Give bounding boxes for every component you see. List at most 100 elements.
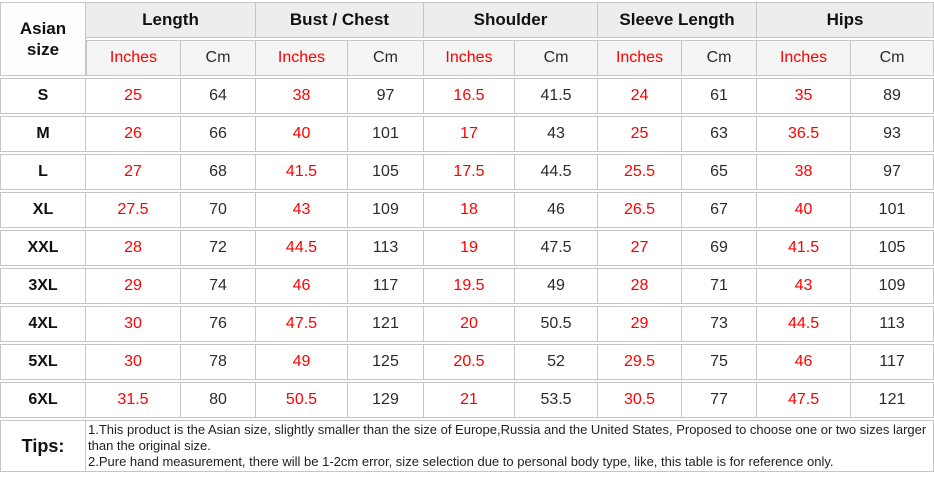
value-cell: 109 [348,192,424,228]
value-cell: 97 [348,78,424,114]
value-cell: 113 [348,230,424,266]
table-row: L 27 68 41.5 105 17.5 44.5 25.5 65 38 97 [0,154,934,190]
size-cell: L [0,154,86,190]
value-cell: 75 [682,344,758,380]
value-cell: 125 [348,344,424,380]
value-cell: 28 [598,268,683,304]
unit-header-cell: Inches [86,40,181,76]
unit-header-cell: Cm [348,40,424,76]
value-cell: 41.5 [256,154,348,190]
unit-header-cell: Inches [757,40,852,76]
value-cell: 61 [682,78,758,114]
value-cell: 74 [181,268,256,304]
value-cell: 46 [757,344,852,380]
value-cell: 46 [515,192,599,228]
value-cell: 67 [682,192,758,228]
column-group-hips: Hips [757,2,934,38]
table-row: XL 27.5 70 43 109 18 46 26.5 67 40 101 [0,192,934,228]
value-cell: 50.5 [515,306,599,342]
value-cell: 93 [851,116,934,152]
value-cell: 27.5 [86,192,181,228]
size-cell: 5XL [0,344,86,380]
size-rows: S 25 64 38 97 16.5 41.5 24 61 35 89 M 26 66 40 101 17 43 2… [0,78,934,418]
value-cell: 121 [348,306,424,342]
unit-header-cell: Cm [515,40,599,76]
value-cell: 19.5 [424,268,515,304]
value-cell: 70 [181,192,256,228]
unit-header-cell: Cm [851,40,934,76]
value-cell: 68 [181,154,256,190]
value-cell: 43 [757,268,852,304]
column-group-length: Length [86,2,256,38]
tips-label: Tips: [0,420,86,472]
value-cell: 50.5 [256,382,348,418]
value-cell: 29.5 [598,344,683,380]
table-row: 3XL 29 74 46 117 19.5 49 28 71 43 109 [0,268,934,304]
value-cell: 26.5 [598,192,683,228]
value-cell: 17.5 [424,154,515,190]
table-row: XXL 28 72 44.5 113 19 47.5 27 69 41.5 105 [0,230,934,266]
value-cell: 49 [515,268,599,304]
value-cell: 117 [348,268,424,304]
table-row: M 26 66 40 101 17 43 25 63 36.5 93 [0,116,934,152]
value-cell: 29 [86,268,181,304]
value-cell: 69 [682,230,758,266]
size-cell: XL [0,192,86,228]
value-cell: 20.5 [424,344,515,380]
size-cell: M [0,116,86,152]
group-header-row: Asian size Length Bust / Chest Shoulder … [0,2,934,76]
value-cell: 101 [851,192,934,228]
value-cell: 25 [598,116,683,152]
value-cell: 121 [851,382,934,418]
tips-text: 1.This product is the Asian size, slight… [86,420,934,472]
value-cell: 46 [256,268,348,304]
value-cell: 27 [86,154,181,190]
value-cell: 72 [181,230,256,266]
table-row: 5XL 30 78 49 125 20.5 52 29.5 75 46 117 [0,344,934,380]
value-cell: 40 [256,116,348,152]
value-cell: 43 [515,116,599,152]
size-cell: 4XL [0,306,86,342]
unit-header-row: Inches Cm Inches Cm Inches Cm Inches Cm … [0,40,934,76]
value-cell: 129 [348,382,424,418]
value-cell: 77 [682,382,758,418]
value-cell: 41.5 [515,78,599,114]
unit-header-cell: Inches [256,40,348,76]
value-cell: 28 [86,230,181,266]
value-cell: 97 [851,154,934,190]
value-cell: 89 [851,78,934,114]
size-chart: Asian size Length Bust / Chest Shoulder … [0,0,934,474]
value-cell: 105 [851,230,934,266]
value-cell: 113 [851,306,934,342]
value-cell: 63 [682,116,758,152]
unit-header-cell: Cm [181,40,256,76]
value-cell: 78 [181,344,256,380]
value-cell: 64 [181,78,256,114]
value-cell: 53.5 [515,382,599,418]
column-group-sleeve-length: Sleeve Length [598,2,758,38]
value-cell: 65 [682,154,758,190]
value-cell: 40 [757,192,852,228]
size-chart-table: Asian size Length Bust / Chest Shoulder … [0,0,934,474]
value-cell: 38 [757,154,852,190]
value-cell: 30 [86,306,181,342]
value-cell: 109 [851,268,934,304]
value-cell: 16.5 [424,78,515,114]
unit-header-cell: Cm [682,40,758,76]
value-cell: 73 [682,306,758,342]
value-cell: 66 [181,116,256,152]
size-cell: 3XL [0,268,86,304]
table-row: 4XL 30 76 47.5 121 20 50.5 29 73 44.5 113 [0,306,934,342]
value-cell: 47.5 [757,382,852,418]
value-cell: 38 [256,78,348,114]
corner-header-cell: Asian size [0,2,86,76]
note-line: 2.Pure hand measurement, there will be 1… [88,454,834,469]
table-row: S 25 64 38 97 16.5 41.5 24 61 35 89 [0,78,934,114]
column-group-bust-chest: Bust / Chest [256,2,424,38]
value-cell: 30 [86,344,181,380]
value-cell: 24 [598,78,683,114]
value-cell: 117 [851,344,934,380]
value-cell: 52 [515,344,599,380]
size-cell: S [0,78,86,114]
unit-header-cell: Inches [424,40,515,76]
